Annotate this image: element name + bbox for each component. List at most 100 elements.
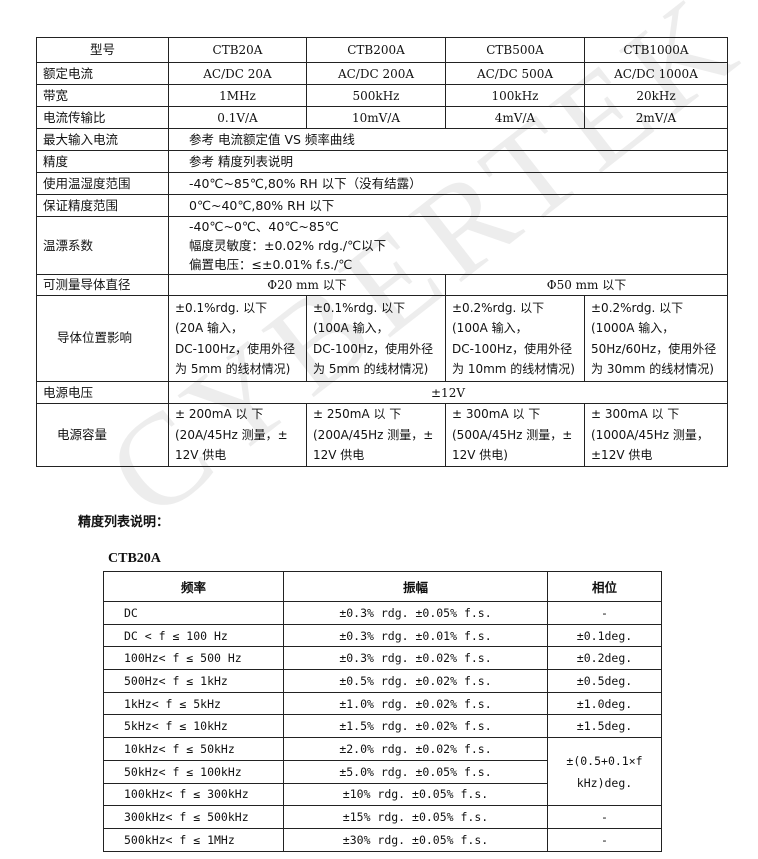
table-row: 型号 CTB20A CTB200A CTB500A CTB1000A: [36, 37, 728, 63]
cell: ± 250mA 以 下 (200A/45Hz 测量，± 12V 供电: [306, 403, 446, 467]
cell-line: ±0.2%rdg. 以下: [591, 300, 684, 315]
cell-line: (100A 输入，: [313, 321, 389, 335]
phase-cell: ±0.2deg.: [547, 646, 662, 671]
frequency-cell: 50kHz< f ≤ 100kHz: [103, 759, 284, 784]
spec-table: 型号 CTB20A CTB200A CTB500A CTB1000A 额定电流 AC/DC …: [36, 37, 728, 467]
cell: 2mV/A: [584, 106, 728, 129]
table-row: 额定电流 AC/DC 20A AC/DC 200A AC/DC 500A AC/DC 1…: [36, 62, 728, 85]
table-row: 电流传输比 0.1V/A 10mV/A 4mV/A 2mV/A: [36, 106, 728, 129]
table-row: 带宽 1MHz 500kHz 100kHz 20kHz: [36, 84, 728, 107]
cell-line: 12V 供电: [175, 448, 227, 462]
cell: ±0.2%rdg. 以下 (1000A 输入， 50Hz/60Hz，使用外径为 30…: [584, 295, 728, 382]
cell-line: (500A/45Hz 测量，±: [452, 427, 573, 442]
cell: 参考 精度列表说明: [168, 150, 728, 173]
phase-cell: -: [547, 805, 662, 829]
cell: 导体位置影响: [36, 295, 169, 382]
cell: 带宽: [36, 84, 169, 107]
table-row: 使用温湿度范围 -40℃~85℃,80% RH 以下（没有结露）: [36, 172, 728, 195]
cell-line: ± 300mA 以 下: [452, 407, 541, 421]
table-row: 5kHz< f ≤ 10kHz ±1.5% rdg. ±0.02% f.s. ±1.…: [103, 714, 662, 739]
cell: AC/DC 200A: [306, 62, 446, 85]
cell: ±0.1%rdg. 以下 (100A 输入， DC-100Hz，使用外径为 5mm …: [306, 295, 446, 382]
cell: 可测量导体直径: [36, 274, 169, 296]
amplitude-cell: ±1.0% rdg. ±0.02% f.s.: [283, 691, 548, 716]
table-row: DC < f ≤ 100 Hz ±0.3% rdg. ±0.01% f.s. ±0.…: [103, 623, 662, 648]
table-row: 保证精度范围 0℃~40℃,80% RH 以下: [36, 194, 728, 217]
cell: -40℃~85℃,80% RH 以下（没有结露）: [168, 172, 728, 195]
cell: 1MHz: [168, 84, 307, 107]
amplitude-cell: ±0.5% rdg. ±0.02% f.s.: [283, 669, 548, 693]
accuracy-table: 频率 振幅 相位 DC ±0.3% rdg. ±0.05% f.s. - DC < f…: [103, 571, 662, 852]
cell-line: ±12V 供电: [591, 448, 653, 462]
cell: ± 300mA 以 下 (500A/45Hz 测量，± 12V 供电): [445, 403, 585, 467]
cell-line: (1000A/45Hz 测量，: [591, 427, 709, 442]
cell-line: (20A/45Hz 测量，±: [175, 427, 288, 442]
cell: 0℃~40℃,80% RH 以下: [168, 194, 728, 217]
table-row: DC ±0.3% rdg. ±0.05% f.s. -: [103, 601, 662, 625]
frequency-cell: DC < f ≤ 100 Hz: [103, 623, 284, 648]
amplitude-cell: ±30% rdg. ±0.05% f.s.: [283, 827, 548, 852]
cell-line: DC-100Hz，使用外径: [313, 341, 434, 356]
table-row: 300kHz< f ≤ 500kHz ±15% rdg. ±0.05% f.s. -: [103, 805, 662, 829]
frequency-cell: 1kHz< f ≤ 5kHz: [103, 691, 284, 716]
table-row: 精度 参考 精度列表说明: [36, 150, 728, 173]
cell-line: DC-100Hz，使用外径: [175, 341, 296, 356]
cell-line: ±0.1%rdg. 以下: [313, 300, 406, 315]
cell-line: (200A/45Hz 测量，±: [313, 427, 434, 442]
cell: 电源电压: [36, 381, 169, 404]
cell: 精度: [36, 150, 169, 173]
cell-line: 幅度灵敏度：±0.02% rdg./℃以下: [189, 238, 387, 253]
cell: 电流传输比: [36, 106, 169, 129]
cell-line: ± 250mA 以 下: [313, 407, 402, 421]
table-row: 500Hz< f ≤ 1kHz ±0.5% rdg. ±0.02% f.s. ±0.…: [103, 669, 662, 693]
cell-line: (20A 输入，: [175, 321, 243, 335]
frequency-cell: 100Hz< f ≤ 500 Hz: [103, 646, 284, 671]
cell: Φ50 mm 以下: [445, 274, 728, 296]
cell: CTB500A: [445, 37, 585, 63]
amplitude-cell: ±15% rdg. ±0.05% f.s.: [283, 805, 548, 829]
cell: 电源容量: [36, 403, 169, 467]
table-row: 10kHz< f ≤ 50kHz ±2.0% rdg. ±0.02% f.s. ±(…: [103, 737, 662, 807]
frequency-cell: 5kHz< f ≤ 10kHz: [103, 714, 284, 739]
table-row: 电源容量 ± 200mA 以 下 (20A/45Hz 测量，± 12V 供电 ± 250…: [36, 403, 728, 467]
cell-line: 为 30mm 的线材情况): [591, 362, 714, 376]
cell: CTB1000A: [584, 37, 728, 63]
cell: Φ20 mm 以下: [168, 274, 446, 296]
cell-line: ± 200mA 以 下: [175, 407, 264, 421]
cell: ± 200mA 以 下 (20A/45Hz 测量，± 12V 供电: [168, 403, 307, 467]
cell: 100kHz: [445, 84, 585, 107]
table-row: 1kHz< f ≤ 5kHz ±1.0% rdg. ±0.02% f.s. ±1.0…: [103, 691, 662, 716]
cell-line: 为 5mm 的线材情况): [175, 362, 291, 376]
cell: 使用温湿度范围: [36, 172, 169, 195]
cell-line: (1000A 输入，: [591, 321, 675, 335]
cell: 20kHz: [584, 84, 728, 107]
phase-cell: ±0.1deg.: [547, 623, 662, 648]
table-row: 500kHz< f ≤ 1MHz ±30% rdg. ±0.05% f.s. -: [103, 827, 662, 852]
table-row: 电源电压 ±12V: [36, 381, 728, 404]
phase-cell: -: [547, 827, 662, 852]
cell-line: ±0.2%rdg. 以下: [452, 300, 545, 315]
cell: -40℃~0℃、40℃~85℃ 幅度灵敏度：±0.02% rdg./℃以下 偏置电压…: [168, 216, 728, 275]
amplitude-cell: ±5.0% rdg. ±0.05% f.s.: [283, 759, 548, 784]
phase-cell: ±(0.5+0.1×f kHz)deg.: [547, 737, 662, 807]
cell-line: 为 5mm 的线材情况): [313, 362, 429, 376]
frequency-cell: DC: [103, 601, 284, 625]
amplitude-cell: ±2.0% rdg. ±0.02% f.s.: [283, 737, 548, 761]
amplitude-cell: ±0.3% rdg. ±0.05% f.s.: [283, 601, 548, 625]
table-row: 可测量导体直径 Φ20 mm 以下 Φ50 mm 以下: [36, 274, 728, 296]
cell: AC/DC 500A: [445, 62, 585, 85]
amplitude-cell: ±10% rdg. ±0.05% f.s.: [283, 782, 548, 807]
frequency-cell: 500kHz< f ≤ 1MHz: [103, 827, 284, 852]
col-header-amplitude: 振幅: [283, 571, 548, 602]
cell: ± 300mA 以 下 (1000A/45Hz 测量， ±12V 供电: [584, 403, 728, 467]
section-title: 精度列表说明：: [78, 515, 170, 530]
cell: 4mV/A: [445, 106, 585, 129]
model-title: CTB20A: [108, 551, 161, 566]
amplitude-cell: ±0.3% rdg. ±0.02% f.s.: [283, 646, 548, 671]
frequency-cell: 10kHz< f ≤ 50kHz: [103, 737, 284, 761]
table-row: 最大输入电流 参考 电流额定值 VS 频率曲线: [36, 128, 728, 151]
cell: 型号: [36, 37, 169, 63]
phase-cell: ±1.0deg.: [547, 691, 662, 716]
cell-line: 50Hz/60Hz，使用外径: [591, 341, 717, 356]
cell-line: -40℃~0℃、40℃~85℃: [189, 219, 339, 234]
